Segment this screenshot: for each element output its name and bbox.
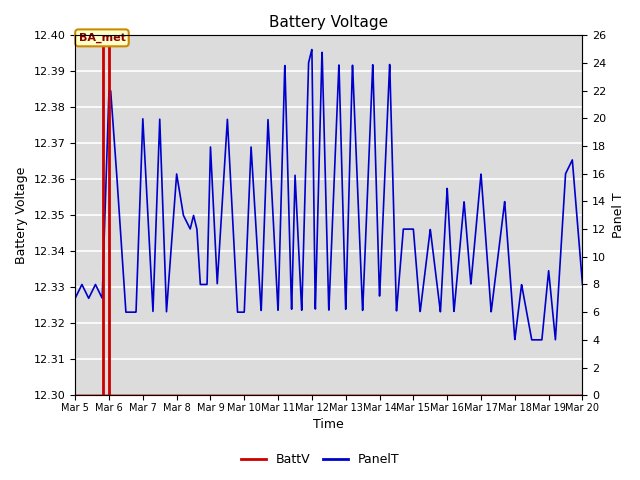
Text: BA_met: BA_met: [79, 33, 125, 43]
Y-axis label: Battery Voltage: Battery Voltage: [15, 167, 28, 264]
Y-axis label: Panel T: Panel T: [612, 192, 625, 238]
X-axis label: Time: Time: [314, 419, 344, 432]
Title: Battery Voltage: Battery Voltage: [269, 15, 388, 30]
Legend: BattV, PanelT: BattV, PanelT: [236, 448, 404, 471]
